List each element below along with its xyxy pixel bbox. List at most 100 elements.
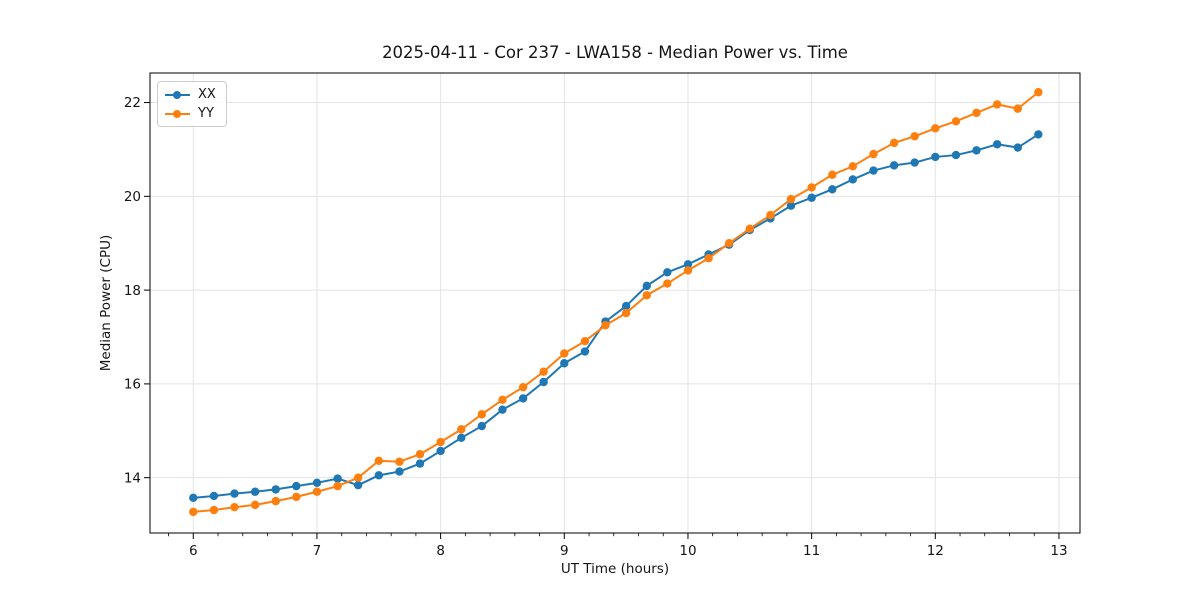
data-point-XX (683, 260, 693, 269)
data-point-YY (704, 254, 713, 263)
data-point-YY (663, 279, 672, 288)
data-point-YY (807, 183, 816, 192)
data-point-YY (869, 149, 878, 159)
x-tick-label: 12 (927, 543, 944, 559)
data-point-YY (353, 473, 363, 482)
data-point-XX (931, 152, 940, 162)
data-point-YY (498, 395, 507, 405)
x-tick-label: 10 (679, 543, 696, 559)
data-point-XX (951, 150, 961, 160)
data-point-YY (766, 210, 775, 220)
data-point-YY (683, 266, 693, 275)
data-point-YY (333, 481, 342, 491)
y-tick-label: 22 (124, 95, 141, 111)
data-point-XX (786, 201, 796, 210)
legend-item-YY: YY (165, 105, 216, 122)
y-tick-label: 14 (124, 470, 141, 486)
data-point-YY (951, 117, 961, 126)
data-point-YY (189, 507, 198, 517)
data-point-YY (1013, 104, 1022, 113)
data-point-XX (1034, 130, 1043, 139)
data-point-YY (374, 456, 383, 465)
series-YY (189, 88, 1043, 517)
data-point-XX (518, 394, 528, 403)
data-point-YY (786, 194, 796, 204)
x-tick-label: 9 (560, 543, 569, 559)
data-point-XX (477, 421, 487, 431)
y-tick-label: 16 (124, 377, 141, 393)
data-point-YY (312, 487, 322, 496)
data-point-XX (498, 405, 507, 414)
data-point-XX (992, 140, 1002, 149)
data-point-YY (889, 138, 899, 148)
data-point-XX (230, 489, 239, 498)
data-point-YY (992, 100, 1002, 109)
data-point-XX (395, 467, 404, 476)
data-point-YY (230, 503, 239, 512)
data-point-XX (189, 493, 198, 503)
legend-item-XX: XX (165, 86, 216, 103)
x-tick-label: 8 (436, 543, 445, 559)
data-point-XX (312, 478, 322, 488)
y-axis-label: Median Power (CPU) (98, 234, 114, 372)
data-point-YY (457, 425, 466, 434)
y-axis-ticks: 14 16 18 20 22 (124, 95, 150, 486)
data-point-YY (292, 492, 301, 502)
x-tick-label: 13 (1050, 543, 1067, 559)
data-point-YY (415, 450, 425, 459)
data-point-YY (972, 108, 981, 118)
data-point-YY (271, 496, 280, 506)
data-point-YY (560, 349, 569, 358)
data-point-XX (539, 377, 548, 387)
data-point-YY (621, 308, 631, 318)
y-tick-label: 20 (124, 189, 141, 205)
data-point-XX (848, 175, 858, 184)
legend-label: YY (198, 106, 214, 121)
data-point-YY (931, 124, 940, 133)
data-point-XX (807, 193, 816, 202)
legend-swatch-XX (165, 90, 190, 100)
data-point-XX (889, 161, 899, 170)
data-point-YY (724, 239, 734, 248)
data-point-YY (436, 437, 445, 447)
y-tick-label: 18 (124, 283, 141, 299)
data-point-XX (910, 158, 919, 167)
data-point-YY (745, 224, 755, 233)
data-point-YY (580, 337, 590, 346)
x-axis-label: UT Time (hours) (560, 561, 670, 577)
data-point-YY (601, 321, 610, 330)
data-point-XX (828, 185, 837, 194)
data-point-XX (436, 446, 445, 456)
data-point-YY (910, 132, 919, 141)
data-point-XX (560, 359, 569, 368)
x-axis-ticks: 6 7 8 9 10 11 12 13 (168, 533, 1068, 559)
x-tick-label: 7 (313, 543, 322, 559)
legend: XX YY (157, 81, 227, 127)
data-point-YY (828, 170, 837, 179)
data-point-YY (1034, 88, 1043, 97)
grid (150, 73, 1080, 533)
data-point-XX (353, 480, 363, 490)
data-point-XX (972, 146, 981, 155)
data-point-YY (477, 410, 487, 419)
data-point-XX (292, 481, 301, 491)
data-point-XX (333, 474, 342, 483)
legend-label: XX (198, 87, 216, 102)
data-point-XX (580, 347, 590, 356)
data-point-XX (374, 471, 383, 480)
x-tick-label: 11 (803, 543, 820, 559)
data-point-YY (642, 291, 651, 300)
data-point-YY (848, 162, 858, 171)
data-point-YY (209, 505, 219, 515)
data-point-XX (250, 487, 260, 496)
data-point-XX (415, 459, 425, 468)
legend-swatch-YY (165, 109, 190, 119)
plot-border (149, 72, 1081, 534)
chart-title: 2025-04-11 - Cor 237 - LWA158 - Median P… (382, 43, 848, 62)
data-point-XX (621, 301, 631, 311)
data-point-YY (250, 500, 260, 510)
data-point-XX (209, 491, 219, 501)
data-point-XX (869, 166, 878, 175)
